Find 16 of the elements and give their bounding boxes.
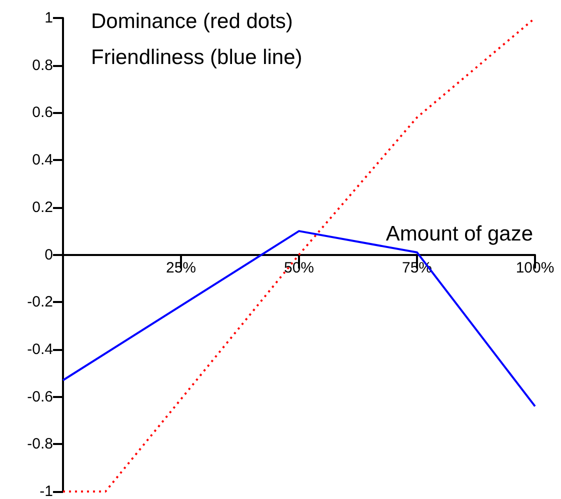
y-tick-label: 1 (44, 10, 53, 26)
y-tick-label: -0.4 (27, 340, 53, 358)
y-tick-label: 0.4 (32, 152, 53, 169)
y-tick-label: -0.6 (27, 388, 53, 406)
y-tick-label: 0 (44, 246, 53, 264)
chart-title: Dominance (red dots) (91, 10, 293, 33)
y-tick-label: -0.2 (27, 294, 53, 311)
x-tick-label: 100% (516, 260, 554, 276)
y-tick-label: -1 (40, 483, 53, 499)
text: Friendliness (blue line) (91, 46, 302, 69)
x-axis-title: Amount of gaze (386, 222, 533, 246)
y-tick-label: 0.2 (32, 198, 53, 216)
y-tick-label: -0.8 (27, 436, 53, 453)
y-tick-label: 0.8 (32, 56, 53, 74)
x-tick-label: 25% (166, 260, 196, 276)
y-tick-label: 0.6 (32, 104, 53, 122)
